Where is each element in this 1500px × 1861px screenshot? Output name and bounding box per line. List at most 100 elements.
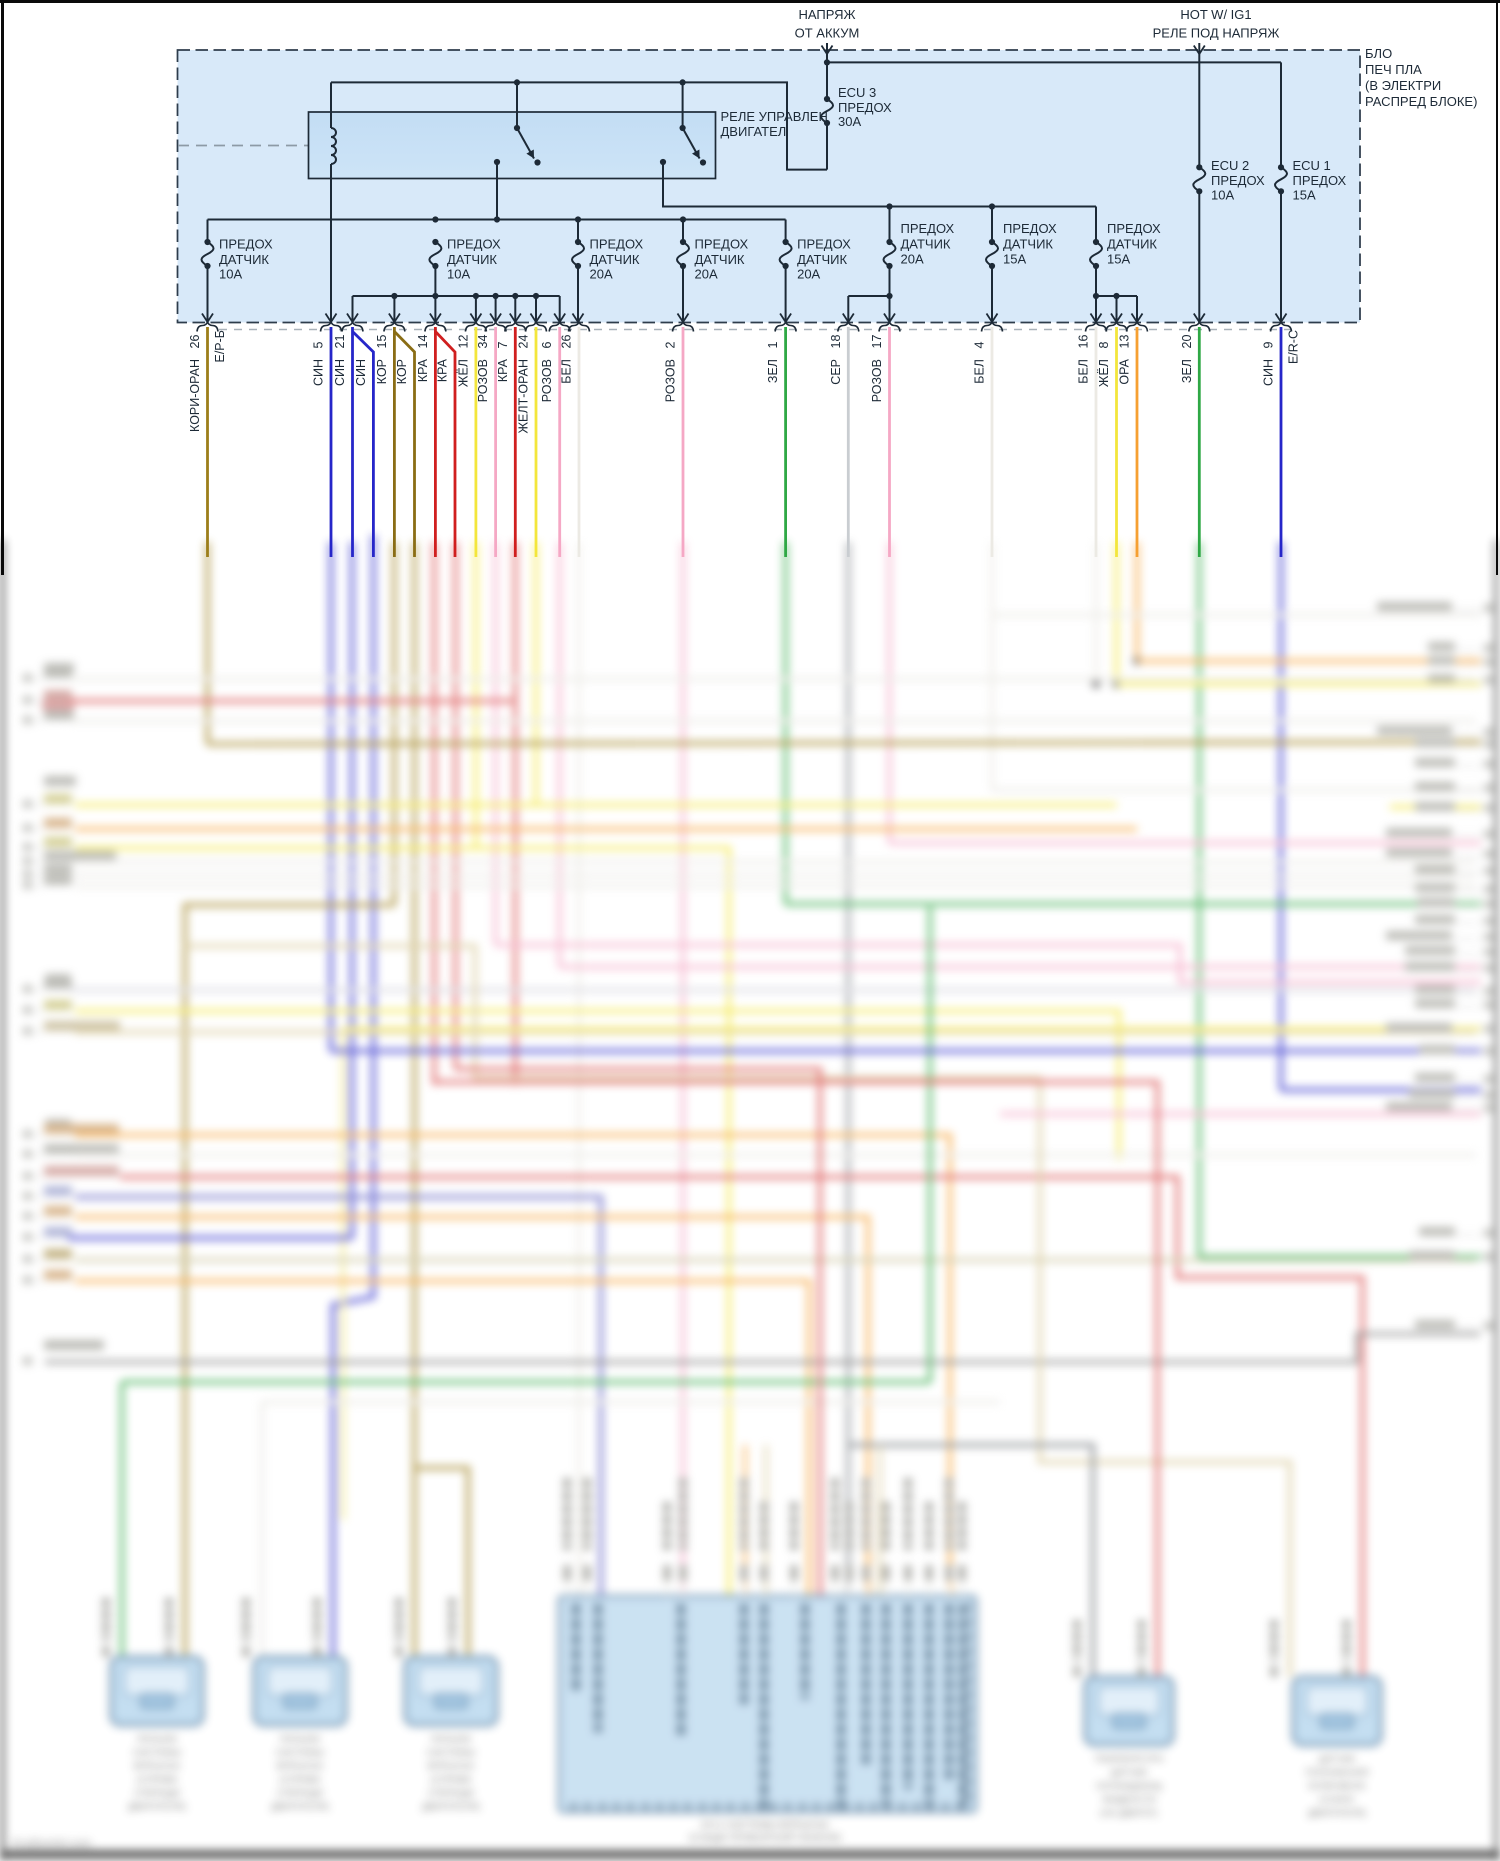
svg-text:ПЕЧ ПЛА: ПЕЧ ПЛА	[1365, 62, 1422, 77]
svg-text:(СПРАВА: (СПРАВА	[279, 1775, 321, 1786]
svg-text:20А: 20А	[901, 252, 924, 267]
svg-text:РОЗОВ: РОЗОВ	[664, 359, 678, 402]
svg-text:10А: 10А	[447, 267, 470, 282]
svg-text:СИН: СИН	[354, 359, 368, 386]
svg-text:РАЗЪЕМ: РАЗЪЕМ	[280, 1734, 320, 1745]
svg-text:12: 12	[456, 335, 470, 349]
svg-text:20: 20	[1180, 335, 1194, 349]
svg-text:ЖЕЛТ-ОРАН: ЖЕЛТ-ОРАН	[517, 359, 531, 433]
svg-text:30А: 30А	[838, 114, 861, 129]
svg-text:КОРИ-ОРАН: КОРИ-ОРАН	[188, 359, 202, 432]
svg-text:ДАТЧИК: ДАТЧИК	[695, 252, 745, 267]
svg-text:17: 17	[870, 335, 884, 349]
svg-text:РОЗОВ: РОЗОВ	[870, 359, 884, 402]
svg-text:РАЗЪЕМ: РАЗЪЕМ	[137, 1734, 177, 1745]
svg-text:ДАТЧИК: ДАТЧИК	[1003, 237, 1053, 252]
svg-text:ПРЕДОХ: ПРЕДОХ	[797, 237, 851, 252]
svg-text:26: 26	[188, 335, 202, 349]
svg-text:ПРЕДОХ: ПРЕДОХ	[1107, 221, 1161, 236]
svg-text:ВПРЫСКА: ВПРЫСКА	[428, 1761, 475, 1772]
svg-text:НАПРЯЖ: НАПРЯЖ	[798, 7, 855, 22]
svg-text:ДАТЧИК: ДАТЧИК	[219, 252, 269, 267]
svg-text:34: 34	[476, 335, 490, 349]
svg-text:5: 5	[312, 342, 326, 349]
svg-text:7: 7	[496, 342, 510, 349]
svg-text:ОТ АККУМ: ОТ АККУМ	[795, 26, 860, 41]
svg-text:БЕЛ: БЕЛ	[1077, 359, 1091, 384]
svg-text:20А: 20А	[695, 267, 718, 282]
svg-text:21: 21	[333, 335, 347, 349]
svg-text:ЖИДКОСТИ: ЖИДКОСТИ	[1102, 1795, 1156, 1806]
svg-text:(СНИЗУ: (СНИЗУ	[1319, 1795, 1355, 1806]
svg-text:6: 6	[540, 342, 554, 349]
svg-text:(НА ДВИГАТ): (НА ДВИГАТ)	[1100, 1808, 1158, 1819]
svg-text:БЕЛ: БЕЛ	[560, 359, 574, 384]
svg-text:ПРЕДОХ: ПРЕДОХ	[1293, 173, 1347, 188]
svg-text:КОР: КОР	[395, 359, 409, 384]
svg-text:(СЗАДИ ПРИБОРНОЙ ПАНЕЛИ): (СЗАДИ ПРИБОРНОЙ ПАНЕЛИ)	[689, 1831, 841, 1844]
svg-text:СЕР: СЕР	[829, 359, 843, 385]
svg-text:ВПРЫСКА: ВПРЫСКА	[277, 1761, 324, 1772]
svg-text:4: 4	[973, 342, 987, 349]
svg-text:26: 26	[560, 335, 574, 349]
svg-text:13: 13	[1118, 335, 1132, 349]
svg-text:СПЕРЕДИ: СПЕРЕДИ	[134, 1788, 180, 1799]
svg-text:24: 24	[517, 335, 531, 349]
svg-text:ДВИГАТЕЛ: ДВИГАТЕЛ	[721, 124, 787, 139]
svg-text:РЕЛЕ ПОД НАПРЯЖ: РЕЛЕ ПОД НАПРЯЖ	[1153, 26, 1280, 41]
svg-text:2: 2	[664, 342, 678, 349]
svg-text:ОРА: ОРА	[1118, 358, 1132, 384]
svg-text:ECU 2: ECU 2	[1211, 158, 1249, 173]
svg-text:ОХЛАЖДАЮЩ: ОХЛАЖДАЮЩ	[1096, 1781, 1162, 1792]
svg-text:ПРЕДОХ: ПРЕДОХ	[447, 237, 501, 252]
svg-text:18: 18	[829, 335, 843, 349]
svg-text:СИН: СИН	[312, 359, 326, 386]
svg-text:15: 15	[375, 335, 389, 349]
svg-text:ЖЁЛ: ЖЁЛ	[1097, 359, 1111, 387]
svg-text:Krutilvertel.com: Krutilvertel.com	[12, 1838, 91, 1850]
svg-text:РОЗОВ: РОЗОВ	[476, 359, 490, 402]
svg-text:ДАТЧИК: ДАТЧИК	[590, 252, 640, 267]
svg-text:ДАТЧИК: ДАТЧИК	[797, 252, 847, 267]
svg-text:СПЕРЕДИ: СПЕРЕДИ	[428, 1788, 474, 1799]
svg-text:СИН: СИН	[1262, 359, 1276, 386]
svg-text:ДВИГАТЕЛЯ): ДВИГАТЕЛЯ)	[422, 1802, 480, 1813]
svg-text:ПРЕДОХ: ПРЕДОХ	[1211, 173, 1265, 188]
svg-text:10А: 10А	[1211, 188, 1234, 203]
svg-text:8: 8	[1097, 342, 1111, 349]
svg-text:СИН: СИН	[333, 359, 347, 386]
svg-text:ДАТЧИК: ДАТЧИК	[447, 252, 497, 267]
svg-text:ЗЕЛ: ЗЕЛ	[1180, 359, 1194, 383]
svg-text:15А: 15А	[1293, 188, 1316, 203]
svg-text:ПРЕДОХ: ПРЕДОХ	[695, 237, 749, 252]
svg-text:ПОЛОЖЕНИЯ: ПОЛОЖЕНИЯ	[1305, 1768, 1368, 1779]
svg-text:РЕЛЕ УПРАВЛЕН: РЕЛЕ УПРАВЛЕН	[721, 109, 828, 124]
svg-text:БЛО: БЛО	[1365, 46, 1392, 61]
svg-text:(СПРАВА: (СПРАВА	[136, 1775, 178, 1786]
svg-text:КРА: КРА	[496, 358, 510, 382]
svg-text:ПРЕДОХ: ПРЕДОХ	[1003, 221, 1057, 236]
svg-text:СИСТЕМЫ: СИСТЕМЫ	[427, 1748, 476, 1759]
svg-text:РОЗОВ: РОЗОВ	[540, 359, 554, 402]
svg-text:15А: 15А	[1003, 252, 1026, 267]
svg-text:14: 14	[416, 335, 430, 349]
svg-text:СПЕРЕДИ: СПЕРЕДИ	[277, 1788, 323, 1799]
svg-text:РАЗЪЕМ: РАЗЪЕМ	[431, 1734, 471, 1745]
svg-text:ECU 3: ECU 3	[838, 85, 876, 100]
svg-text:СИСТЕМЫ: СИСТЕМЫ	[276, 1748, 325, 1759]
svg-text:БЕЛ: БЕЛ	[973, 359, 987, 384]
svg-text:ДВИГАТЕЛЯ): ДВИГАТЕЛЯ)	[128, 1802, 186, 1813]
svg-text:ТЕМПЕРАТУРН: ТЕМПЕРАТУРН	[1094, 1754, 1164, 1765]
svg-text:ЗЕЛ: ЗЕЛ	[766, 359, 780, 383]
svg-text:СИСТЕМЫ: СИСТЕМЫ	[133, 1748, 182, 1759]
svg-text:ECU 1: ECU 1	[1293, 158, 1331, 173]
svg-text:ДВИГАТЕЛЯ): ДВИГАТЕЛЯ)	[271, 1802, 329, 1813]
svg-text:15А: 15А	[1107, 252, 1130, 267]
svg-text:HOT W/ IG1: HOT W/ IG1	[1180, 7, 1251, 22]
svg-text:Е/Р-Б: Е/Р-Б	[213, 330, 227, 363]
svg-text:ПРЕДОХ: ПРЕДОХ	[219, 237, 273, 252]
svg-text:ДАТЧИК: ДАТЧИК	[1319, 1754, 1356, 1765]
svg-text:ПРЕДОХ: ПРЕДОХ	[590, 237, 644, 252]
svg-text:КОЛЕНВАЛА: КОЛЕНВАЛА	[1308, 1781, 1366, 1792]
svg-text:ПРЕДОХ: ПРЕДОХ	[901, 221, 955, 236]
